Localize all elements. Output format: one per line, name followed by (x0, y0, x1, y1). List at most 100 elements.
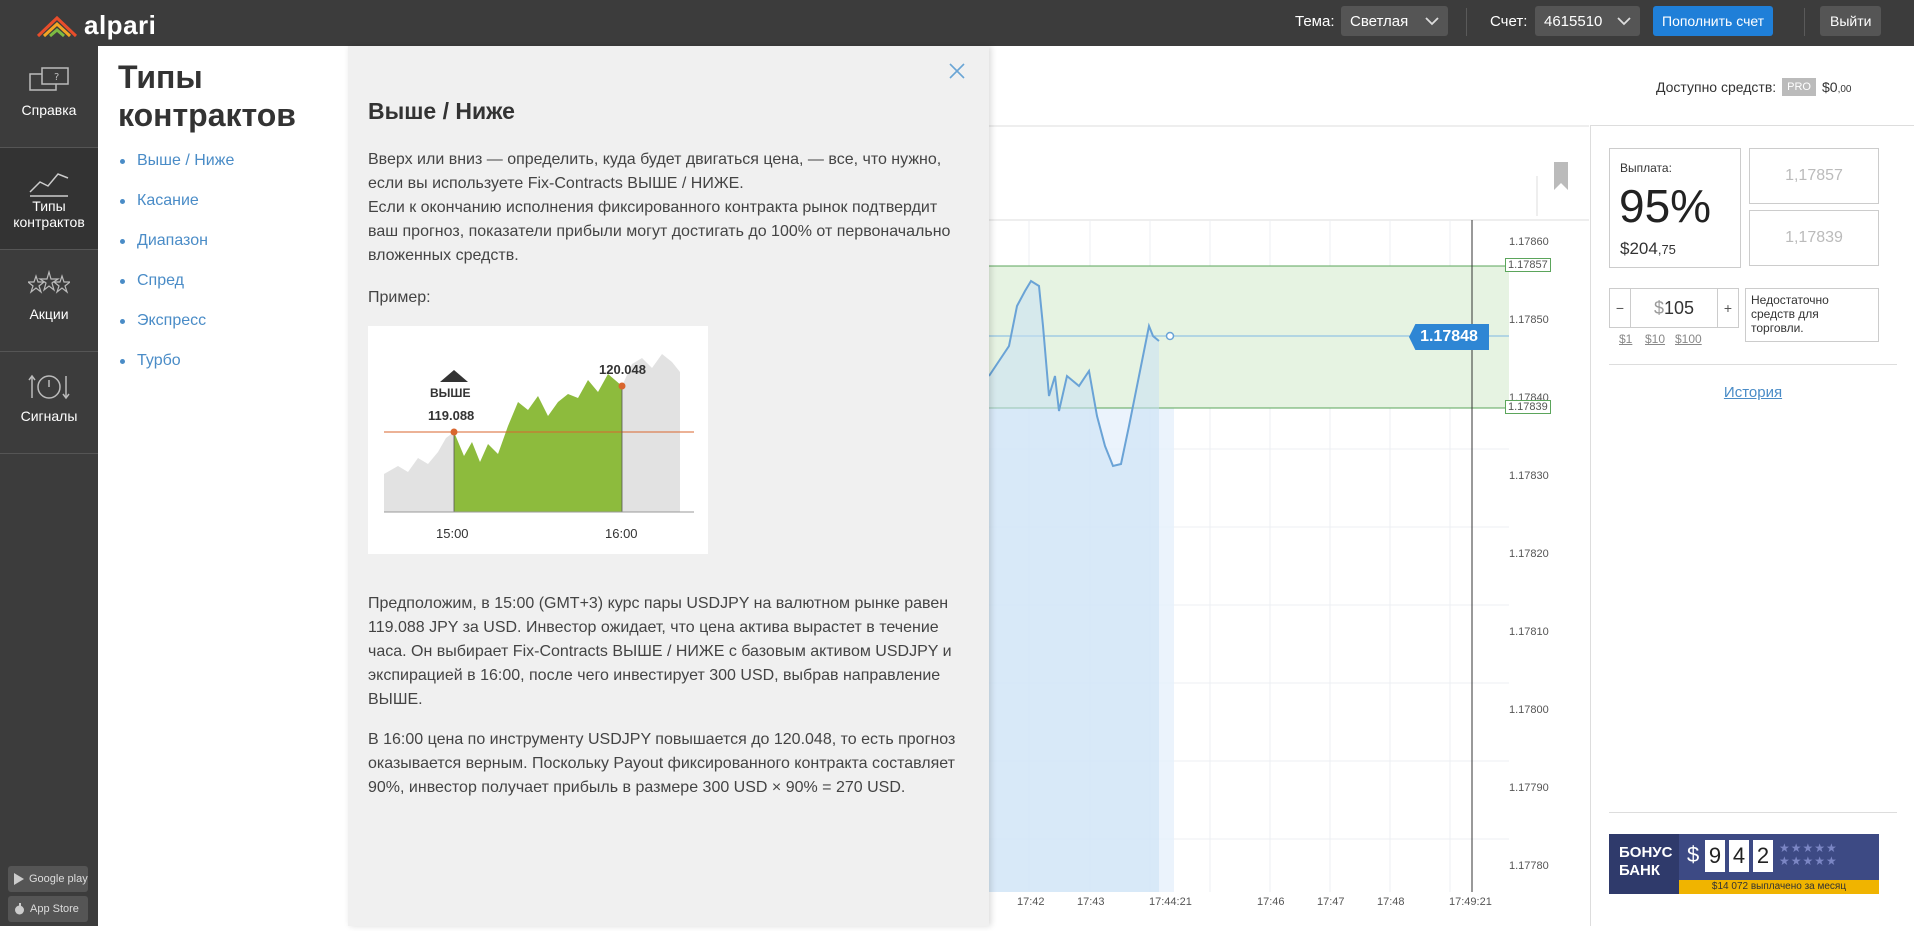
rail-label-promotions: Акции (29, 306, 69, 322)
plus-button[interactable]: + (1723, 300, 1733, 316)
close-button[interactable] (948, 62, 968, 82)
close-icon (949, 63, 965, 79)
current-price-tag: 1.17848 (1409, 324, 1489, 350)
upper-level-label: 1.17857 (1505, 258, 1551, 272)
x-tick: 17:46 (1257, 896, 1285, 908)
contract-type-label: Диапазон (137, 232, 208, 249)
y-tick: 1.17800 (1509, 704, 1549, 716)
contract-type-label: Касание (137, 192, 199, 209)
y-tick: 1.17810 (1509, 626, 1549, 638)
google-play-label: Google play (29, 873, 88, 885)
divider (1609, 812, 1897, 813)
example-chart: ВЫШЕ 119.088 120.048 15:00 16:00 (368, 326, 708, 554)
chat-help-icon: ? (29, 67, 69, 91)
payout-amount-main: $204 (1620, 239, 1658, 258)
app-store-button[interactable]: App Store (8, 896, 88, 922)
bonus-digit: 9 (1705, 840, 1725, 872)
contract-type-item[interactable]: Турбо (120, 352, 234, 392)
price-line (988, 279, 1160, 468)
rail-label-help: Справка (21, 102, 77, 118)
stake-value: 105 (1663, 298, 1695, 318)
contract-type-list: Выше / Ниже Касание Диапазон Спред Экспр… (120, 152, 234, 392)
available-label: Доступно средств: (1656, 79, 1777, 95)
bonus-title-line: БОНУС (1619, 844, 1673, 861)
bullet (120, 359, 125, 364)
divider (1609, 364, 1897, 365)
info-paragraph: Вверх или вниз — определить, куда будет … (368, 151, 942, 192)
stake-input[interactable]: $105 (1630, 289, 1718, 327)
rail-item-contract-types[interactable]: Типы контрактов (0, 148, 98, 250)
account-value: 4615510 (1544, 12, 1603, 30)
divider (1804, 8, 1805, 36)
x-tick: 17:43 (1077, 896, 1105, 908)
rail-item-help[interactable]: ? Справка (0, 46, 98, 148)
x-tick: 17:49:21 (1449, 896, 1492, 908)
lower-level-label: 1.17839 (1505, 400, 1551, 414)
example-start-price: 119.088 (428, 408, 475, 423)
logo-icon (36, 15, 78, 37)
contract-type-item[interactable]: Спред (120, 272, 234, 312)
y-tick: 1.17850 (1509, 314, 1549, 326)
account-select[interactable]: 4615510 (1535, 6, 1640, 36)
stake-stepper[interactable]: − $105 + (1609, 288, 1739, 328)
example-chart-svg (384, 354, 694, 513)
bonus-bank-banner[interactable]: БОНУС БАНК $ 9 4 2 ★★★★★ ★★★★★ $14 072 вы… (1609, 834, 1879, 894)
x-tick: 17:47 (1317, 896, 1345, 908)
rail-label-signals: Сигналы (20, 408, 78, 424)
theme-value: Светлая (1350, 12, 1409, 30)
pro-badge[interactable]: PRO (1782, 78, 1816, 96)
title-line: контрактов (118, 97, 296, 133)
contract-type-label: Экспресс (137, 312, 207, 329)
available-funds: Доступно средств: PRO $0,00 (1656, 78, 1851, 96)
bullet (120, 279, 125, 284)
contract-type-item[interactable]: Выше / Ниже (120, 152, 234, 192)
example-end-price: 120.048 (599, 362, 646, 377)
page-title: Типы контрактов (118, 58, 296, 134)
buy-low-button[interactable]: 1,17839 (1749, 210, 1879, 266)
y-tick: 1.17790 (1509, 782, 1549, 794)
theme-select[interactable]: Светлая (1341, 6, 1448, 36)
rail-item-promotions[interactable]: Акции (0, 250, 98, 352)
y-tick: 1.17780 (1509, 860, 1549, 872)
alpari-logo[interactable]: alpari (36, 10, 156, 41)
exit-button[interactable]: Выйти (1820, 6, 1882, 36)
svg-text:?: ? (54, 72, 59, 83)
bonus-digit: 2 (1753, 840, 1773, 872)
payout-box: Выплата: 95% $204,75 (1609, 148, 1741, 268)
history-link[interactable]: История (1723, 384, 1783, 401)
buy-high-button[interactable]: 1,17857 (1749, 148, 1879, 204)
chevron-down-icon (1425, 17, 1439, 26)
y-tick-labels: 1.17860 1.17850 1.17840 1.17830 1.17820 … (1505, 46, 1589, 926)
contract-type-item[interactable]: Экспресс (120, 312, 234, 352)
contract-type-item[interactable]: Диапазон (120, 232, 234, 272)
quick-stake-100[interactable]: $100 (1675, 332, 1702, 346)
rail-label-line: контрактов (13, 214, 85, 230)
payout-percent: 95% (1619, 180, 1712, 232)
quick-stake-1[interactable]: $1 (1619, 332, 1633, 346)
bookmark-icon[interactable] (1554, 162, 1568, 190)
balance-cents: ,00 (1837, 84, 1852, 95)
signals-clock-icon (28, 374, 70, 400)
bonus-stars-decoration: ★★★★★ ★★★★★ (1779, 841, 1838, 868)
title-line: Типы (118, 59, 203, 95)
bullet (120, 239, 125, 244)
y-tick: 1.17820 (1509, 548, 1549, 560)
contract-type-item[interactable]: Касание (120, 192, 234, 232)
google-play-button[interactable]: Google play (8, 866, 88, 892)
payout-amount: $204,75 (1620, 239, 1676, 259)
chart-area[interactable]: 1.17860 1.17850 1.17840 1.17830 1.17820 … (988, 46, 1589, 926)
quick-stake-10[interactable]: $10 (1645, 332, 1666, 346)
trade-panel: Выплата: 95% $204,75 1,17857 1,17839 − $… (1590, 126, 1914, 926)
minus-button[interactable]: − (1615, 300, 1625, 316)
payout-amount-cents: ,75 (1657, 242, 1676, 257)
bullet (120, 319, 125, 324)
insufficient-funds-message: Недостаточно средств для торговли. (1745, 288, 1879, 342)
contract-type-label: Спред (137, 272, 184, 289)
info-paragraph: Если к окончанию исполнения фиксированно… (368, 199, 951, 264)
example-direction-label: ВЫШЕ (430, 386, 471, 400)
price-chart[interactable] (988, 46, 1589, 926)
deposit-button[interactable]: Пополнить счет (1653, 6, 1774, 36)
rail-item-signals[interactable]: Сигналы (0, 352, 98, 454)
contract-types-panel: Типы контрактов Выше / Ниже Касание Диап… (98, 46, 348, 926)
info-title: Выше / Ниже (368, 98, 515, 124)
